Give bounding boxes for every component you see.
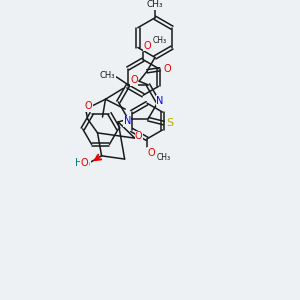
Text: N: N <box>124 116 131 126</box>
Text: HO: HO <box>75 160 90 170</box>
Text: O: O <box>135 131 142 141</box>
Text: O: O <box>81 158 88 168</box>
Text: O: O <box>147 148 155 158</box>
Text: CH₃: CH₃ <box>153 36 167 45</box>
Text: O: O <box>130 75 138 85</box>
Text: N: N <box>156 96 164 106</box>
Text: S: S <box>166 118 173 128</box>
Text: CH₃: CH₃ <box>147 0 163 9</box>
Text: CH₃: CH₃ <box>157 153 171 162</box>
Text: CH₃: CH₃ <box>100 71 115 80</box>
Text: H: H <box>75 158 82 168</box>
Text: O: O <box>143 41 151 51</box>
Text: O: O <box>85 101 92 111</box>
Text: O: O <box>163 64 171 74</box>
